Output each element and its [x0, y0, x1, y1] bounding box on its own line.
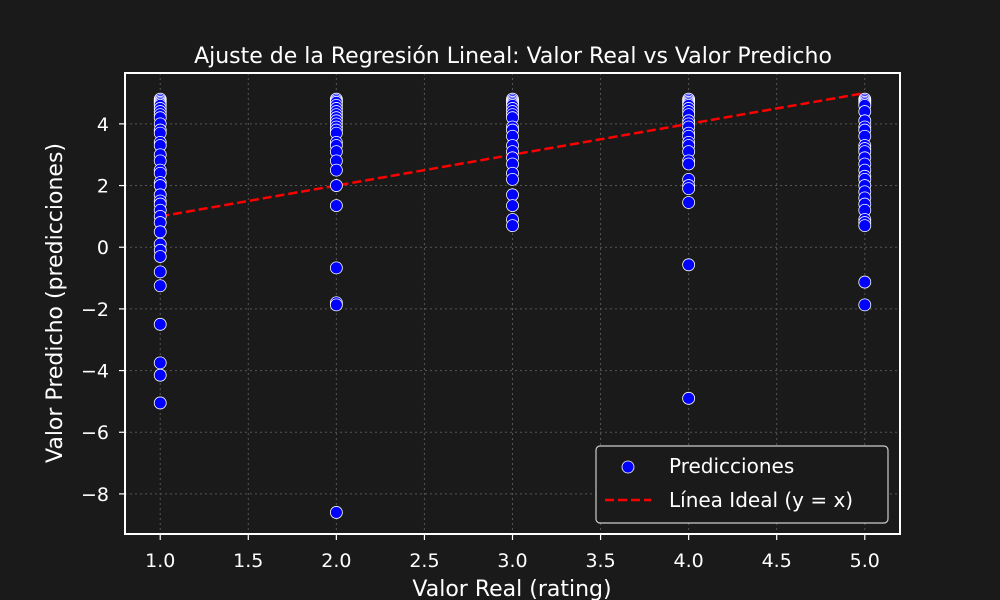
y-axis-ticks: −8 −6 −4 −2 0 2 4: [81, 114, 125, 506]
predicciones-series: [153, 92, 872, 519]
x-tick-label: 1.0: [145, 550, 175, 572]
y-tick-label: 4: [97, 114, 109, 136]
x-tick-label: 2.5: [409, 550, 439, 572]
x-tick-label: 4.5: [762, 550, 792, 572]
data-point: [153, 265, 167, 279]
y-axis-label: Valor Predicho (predicciones): [43, 143, 68, 463]
y-tick-label: −6: [81, 422, 109, 444]
data-point: [153, 250, 167, 263]
data-point: [858, 275, 872, 289]
data-point: [153, 279, 167, 293]
data-point: [329, 261, 343, 275]
chart-title: Ajuste de la Regresión Lineal: Valor Rea…: [194, 44, 832, 69]
data-point: [153, 317, 167, 331]
data-point: [506, 172, 519, 186]
data-point: [682, 182, 696, 196]
data-point: [506, 219, 519, 233]
x-axis-label: Valor Real (rating): [412, 577, 611, 600]
x-tick-label: 2.0: [321, 550, 351, 572]
x-tick-label: 3.5: [585, 550, 615, 572]
x-tick-label: 4.0: [674, 550, 704, 572]
data-point: [506, 188, 519, 202]
data-point: [858, 219, 872, 233]
data-point: [682, 196, 696, 209]
x-tick-label: 3.0: [497, 550, 527, 572]
data-point: [329, 298, 343, 312]
data-point: [153, 225, 167, 239]
x-tick-label: 5.0: [850, 550, 880, 572]
x-axis-ticks: 1.0 1.5 2.0 2.5 3.0 3.5 4.0 4.5 5.0: [145, 534, 880, 572]
legend-label-predicciones: Predicciones: [669, 454, 794, 478]
data-point: [506, 199, 519, 212]
data-point: [329, 506, 343, 519]
data-point: [329, 163, 343, 177]
data-point: [682, 391, 696, 405]
legend-label-ideal-line: Línea Ideal (y = x): [669, 488, 853, 512]
data-point: [682, 258, 696, 272]
data-point: [329, 199, 343, 212]
data-point: [153, 396, 167, 410]
y-tick-label: −2: [81, 299, 109, 321]
data-point: [858, 298, 872, 312]
x-tick-label: 1.5: [233, 550, 263, 572]
y-tick-label: −8: [81, 484, 109, 506]
legend-box: [595, 445, 889, 524]
data-point: [153, 368, 167, 382]
data-point: [329, 179, 343, 192]
data-point: [682, 157, 696, 171]
legend: Predicciones Línea Ideal (y = x): [595, 445, 889, 524]
y-tick-label: 0: [97, 237, 109, 259]
y-tick-label: 2: [97, 176, 109, 198]
data-point: [153, 356, 167, 370]
y-tick-label: −4: [81, 361, 109, 383]
legend-scatter-marker: [621, 460, 635, 474]
